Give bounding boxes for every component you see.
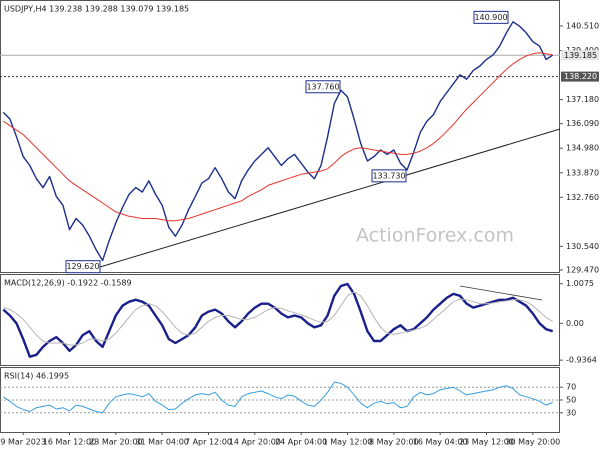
- x-tick-label: 1 May 12:00: [323, 438, 373, 447]
- x-tick-label: 14 Apr 20:00: [229, 438, 281, 447]
- y-tick-label: 0.00: [566, 319, 584, 328]
- trendline: [99, 128, 561, 268]
- annotation: 140.900: [474, 13, 507, 22]
- price-panel: [0, 0, 560, 273]
- y-tick-label: 137.180: [566, 95, 599, 104]
- macd-panel: [0, 274, 560, 366]
- y-tick-label: 136.090: [566, 119, 599, 128]
- annotation-box: [473, 10, 509, 24]
- y-tick-label: 132.760: [566, 193, 599, 202]
- y-tick-label: 30: [566, 408, 576, 417]
- annotation: 137.760: [306, 82, 339, 91]
- series-line: [3, 291, 553, 346]
- y-tick-label: -0.9364: [566, 356, 597, 365]
- panel-title: USDJPY,H4 139.238 139.288 139.079 139.18…: [4, 5, 189, 14]
- price-label-box: [561, 50, 599, 61]
- x-tick-label: 7 Apr 12:00: [185, 438, 232, 447]
- annotation-box: [371, 169, 407, 183]
- annotation: 133.730: [372, 171, 405, 180]
- y-tick-label: 1.0075: [566, 279, 594, 288]
- x-tick-label: 8 May 20:00: [369, 438, 419, 447]
- x-tick-label: 9 Mar 2023: [0, 438, 46, 447]
- x-tick-label: 23 May 12:00: [459, 438, 514, 447]
- y-tick-label: 130.540: [566, 242, 599, 251]
- x-tick-label: 31 Mar 04:00: [135, 438, 188, 447]
- price-label: 138.220: [564, 72, 597, 81]
- x-tick-label: 24 Apr 04:00: [275, 438, 327, 447]
- annotation-box: [65, 260, 101, 274]
- series-line: [2, 21, 554, 262]
- watermark: ActionForex.com: [356, 225, 514, 247]
- series-line: [3, 381, 553, 414]
- macd-trendline: [459, 285, 543, 301]
- annotation-box: [305, 80, 341, 94]
- x-tick-label: 30 May 20:00: [505, 438, 560, 447]
- annotation: 129.620: [66, 262, 99, 271]
- panel-title: RSI(14) 46.1995: [4, 372, 69, 381]
- x-tick-label: 16 May 04:00: [413, 438, 468, 447]
- price-label-box: [561, 71, 599, 82]
- y-tick-label: 133.870: [566, 168, 599, 177]
- y-tick-label: 134.980: [566, 144, 599, 153]
- x-tick-label: 23 Mar 20:00: [89, 438, 142, 447]
- price-label: 139.185: [564, 51, 597, 60]
- y-tick-label: 140.510: [566, 21, 599, 30]
- panel-title: MACD(12,26,9) -0.1922 -0.1589: [4, 279, 132, 288]
- y-tick-label: 70: [566, 383, 576, 392]
- x-tick-label: 16 Mar 12:00: [43, 438, 96, 447]
- series-line: [3, 52, 553, 222]
- y-tick-label: 129.470: [566, 266, 599, 275]
- y-tick-label: 50: [566, 396, 576, 405]
